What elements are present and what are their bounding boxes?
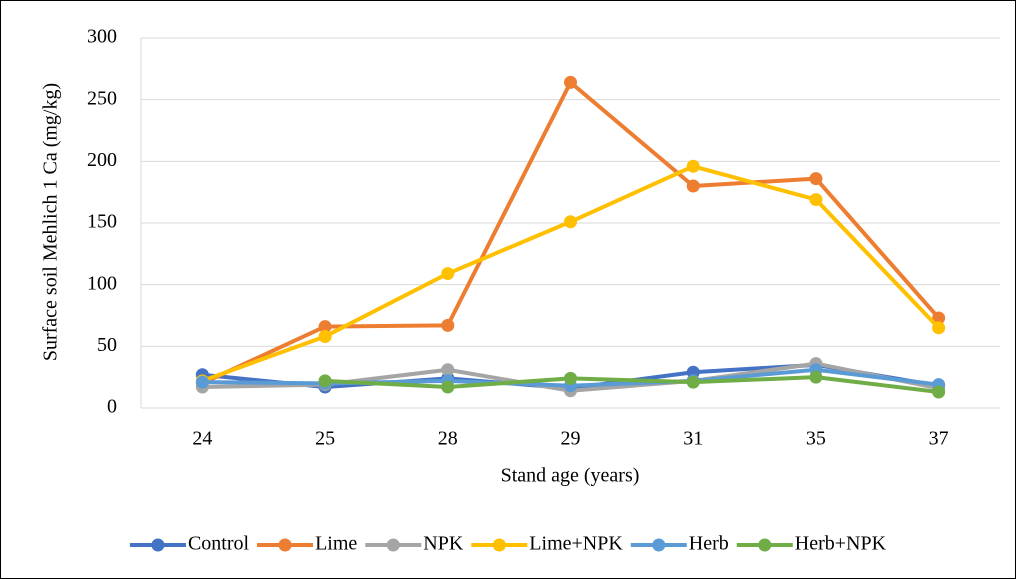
x-tick-label: 29 bbox=[561, 428, 581, 450]
y-tick-label: 150 bbox=[87, 211, 117, 233]
data-point bbox=[195, 375, 209, 389]
legend-label: Herb+NPK bbox=[795, 533, 887, 555]
y-axis-title: Surface soil Mehlich 1 Ca (mg/kg) bbox=[40, 83, 62, 361]
data-point bbox=[441, 380, 455, 394]
data-point bbox=[318, 374, 332, 388]
legend-label: Lime bbox=[315, 533, 357, 555]
y-tick-label: 0 bbox=[107, 396, 117, 418]
legend: Control Lime NPK Lime+NPK Herb Herb+NPK bbox=[129, 533, 887, 555]
y-tick-label: 100 bbox=[87, 272, 117, 294]
data-point bbox=[686, 375, 700, 389]
x-tick-label: 25 bbox=[315, 428, 335, 450]
legend-label: Herb bbox=[689, 533, 729, 555]
data-point bbox=[564, 215, 577, 229]
series-line bbox=[323, 375, 941, 394]
x-tick-label: 37 bbox=[929, 428, 949, 450]
y-tick-label: 50 bbox=[97, 334, 117, 356]
y-tick-label: 250 bbox=[87, 87, 117, 109]
x-tick-label: 35 bbox=[806, 428, 826, 450]
legend-swatch-marker bbox=[278, 538, 292, 552]
legend-swatch-marker bbox=[652, 538, 666, 552]
data-point bbox=[441, 267, 455, 281]
legend-swatch-marker bbox=[151, 538, 165, 552]
legend-label: Lime+NPK bbox=[529, 533, 623, 555]
legend-swatch-marker bbox=[492, 538, 506, 552]
data-point bbox=[932, 385, 946, 399]
legend-label: NPK bbox=[423, 533, 464, 555]
data-point bbox=[932, 321, 946, 335]
y-tick-label: 200 bbox=[87, 149, 117, 171]
data-point bbox=[686, 159, 700, 173]
data-point bbox=[686, 179, 700, 193]
data-point bbox=[564, 371, 577, 385]
x-tick-label: 24 bbox=[192, 428, 212, 450]
data-point bbox=[441, 363, 455, 377]
data-point bbox=[809, 193, 823, 207]
data-point bbox=[318, 320, 332, 334]
x-tick-label: 28 bbox=[438, 428, 458, 450]
data-point bbox=[932, 311, 946, 325]
x-axis-title: Stand age (years) bbox=[501, 465, 640, 487]
data-point bbox=[441, 318, 455, 332]
data-point bbox=[809, 172, 823, 186]
y-tick-label: 300 bbox=[87, 26, 117, 48]
data-point bbox=[564, 75, 577, 89]
data-point bbox=[318, 329, 332, 343]
x-tick-label: 31 bbox=[683, 428, 703, 450]
legend-swatch-marker bbox=[758, 538, 772, 552]
data-point bbox=[809, 370, 823, 384]
legend-swatch-marker bbox=[386, 538, 400, 552]
legend-label: Control bbox=[188, 533, 250, 555]
